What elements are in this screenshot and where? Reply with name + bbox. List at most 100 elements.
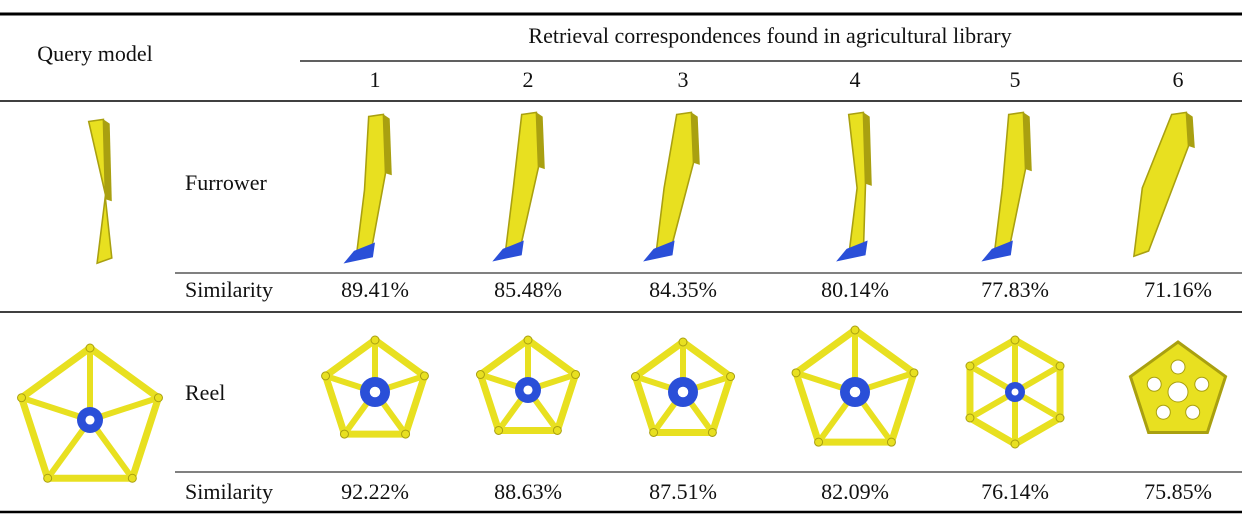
similarity-value: 82.09% (821, 479, 889, 504)
reel-bore (677, 386, 689, 398)
reel-lug (571, 370, 581, 380)
shank-side (536, 112, 545, 170)
reel-lug (494, 425, 504, 435)
furrower-model (1132, 111, 1195, 258)
retrieval-header: Retrieval correspondences found in agric… (528, 23, 1011, 48)
reel-bore (369, 386, 381, 398)
similarity-value: 87.51% (649, 479, 717, 504)
reel-lug (726, 372, 736, 382)
reel-rim (476, 335, 580, 434)
similarity-value: 84.35% (649, 277, 717, 302)
hub-hole (1167, 381, 1189, 403)
column-number: 2 (523, 67, 534, 92)
reel-model (630, 337, 736, 437)
reel-lug (850, 325, 860, 335)
shank-side (863, 112, 872, 186)
similarity-label: Similarity (185, 277, 273, 302)
column-number: 6 (1173, 67, 1184, 92)
shank (993, 111, 1027, 258)
reel-lug (153, 393, 163, 403)
reel-bore (85, 415, 95, 425)
similarity-value: 80.14% (821, 277, 889, 302)
reel-lug (475, 370, 485, 380)
share (836, 240, 868, 262)
shank-side (1023, 112, 1032, 172)
reel-lug (814, 437, 824, 447)
shank-side (103, 119, 112, 202)
reel-lug (791, 368, 801, 378)
shank-side (383, 114, 392, 176)
similarity-value: 77.83% (981, 277, 1049, 302)
reel-model (475, 335, 581, 435)
reel-lug (909, 368, 919, 378)
plate-hole (1170, 359, 1186, 375)
plate-hole (1155, 404, 1171, 420)
reel-lug (965, 361, 975, 371)
reel-rim (17, 343, 163, 482)
column-number: 1 (370, 67, 381, 92)
furrower-model (343, 113, 392, 264)
column-number: 4 (850, 67, 861, 92)
reel-model (17, 343, 163, 483)
plate-hole (1185, 404, 1201, 420)
similarity-value: 88.63% (494, 479, 562, 504)
similarity-value: 71.16% (1144, 277, 1212, 302)
reel-lug (339, 429, 349, 439)
reel-rim (321, 335, 429, 438)
reel-model (791, 325, 919, 447)
furrower-model (87, 118, 113, 265)
furrower-model (981, 111, 1032, 262)
reel-lug (1055, 413, 1065, 423)
reel-lug (85, 343, 95, 353)
share (643, 240, 675, 262)
furrower-model (643, 111, 700, 262)
share (492, 240, 524, 262)
shank (847, 111, 867, 258)
reel-bore (849, 386, 861, 398)
column-number: 5 (1010, 67, 1021, 92)
similarity-label: Similarity (185, 479, 273, 504)
shank (654, 111, 695, 258)
reel-lug (1055, 361, 1065, 371)
shank (503, 111, 540, 258)
similarity-value: 76.14% (981, 479, 1049, 504)
reel-lug (1010, 439, 1020, 449)
furrower-model (492, 111, 545, 262)
reel-rim (791, 325, 919, 446)
shank-side (691, 112, 700, 165)
reel-bore (1011, 388, 1019, 396)
shank (355, 113, 387, 260)
reel-rim (631, 337, 735, 436)
reel-lug (1010, 335, 1020, 345)
share (981, 240, 1013, 262)
reel-lug (127, 473, 137, 483)
reel-lug (552, 425, 562, 435)
plate-hole (1194, 376, 1210, 392)
similarity-value: 92.22% (341, 479, 409, 504)
reel-lug (678, 337, 688, 347)
reel-lug (370, 335, 380, 345)
furrower-model (836, 111, 872, 262)
similarity-value: 75.85% (1144, 479, 1212, 504)
reel-lug (886, 437, 896, 447)
reel-model (965, 335, 1065, 449)
reel-lug (17, 393, 27, 403)
reel-model (321, 335, 429, 439)
reel-bore (523, 385, 533, 395)
reel-model (1128, 340, 1228, 434)
reel-lug (43, 473, 53, 483)
similarity-value: 85.48% (494, 277, 562, 302)
column-number: 3 (678, 67, 689, 92)
reel-lug (401, 429, 411, 439)
share (343, 242, 375, 264)
shank-side (1186, 112, 1195, 149)
reel-lug (649, 427, 659, 437)
reel-lug (965, 413, 975, 423)
reel-lug (419, 371, 429, 381)
plate-hole (1146, 376, 1162, 392)
query-header: Query model (37, 41, 152, 66)
reel-lug (321, 371, 331, 381)
similarity-value: 89.41% (341, 277, 409, 302)
reel-lug (707, 427, 717, 437)
